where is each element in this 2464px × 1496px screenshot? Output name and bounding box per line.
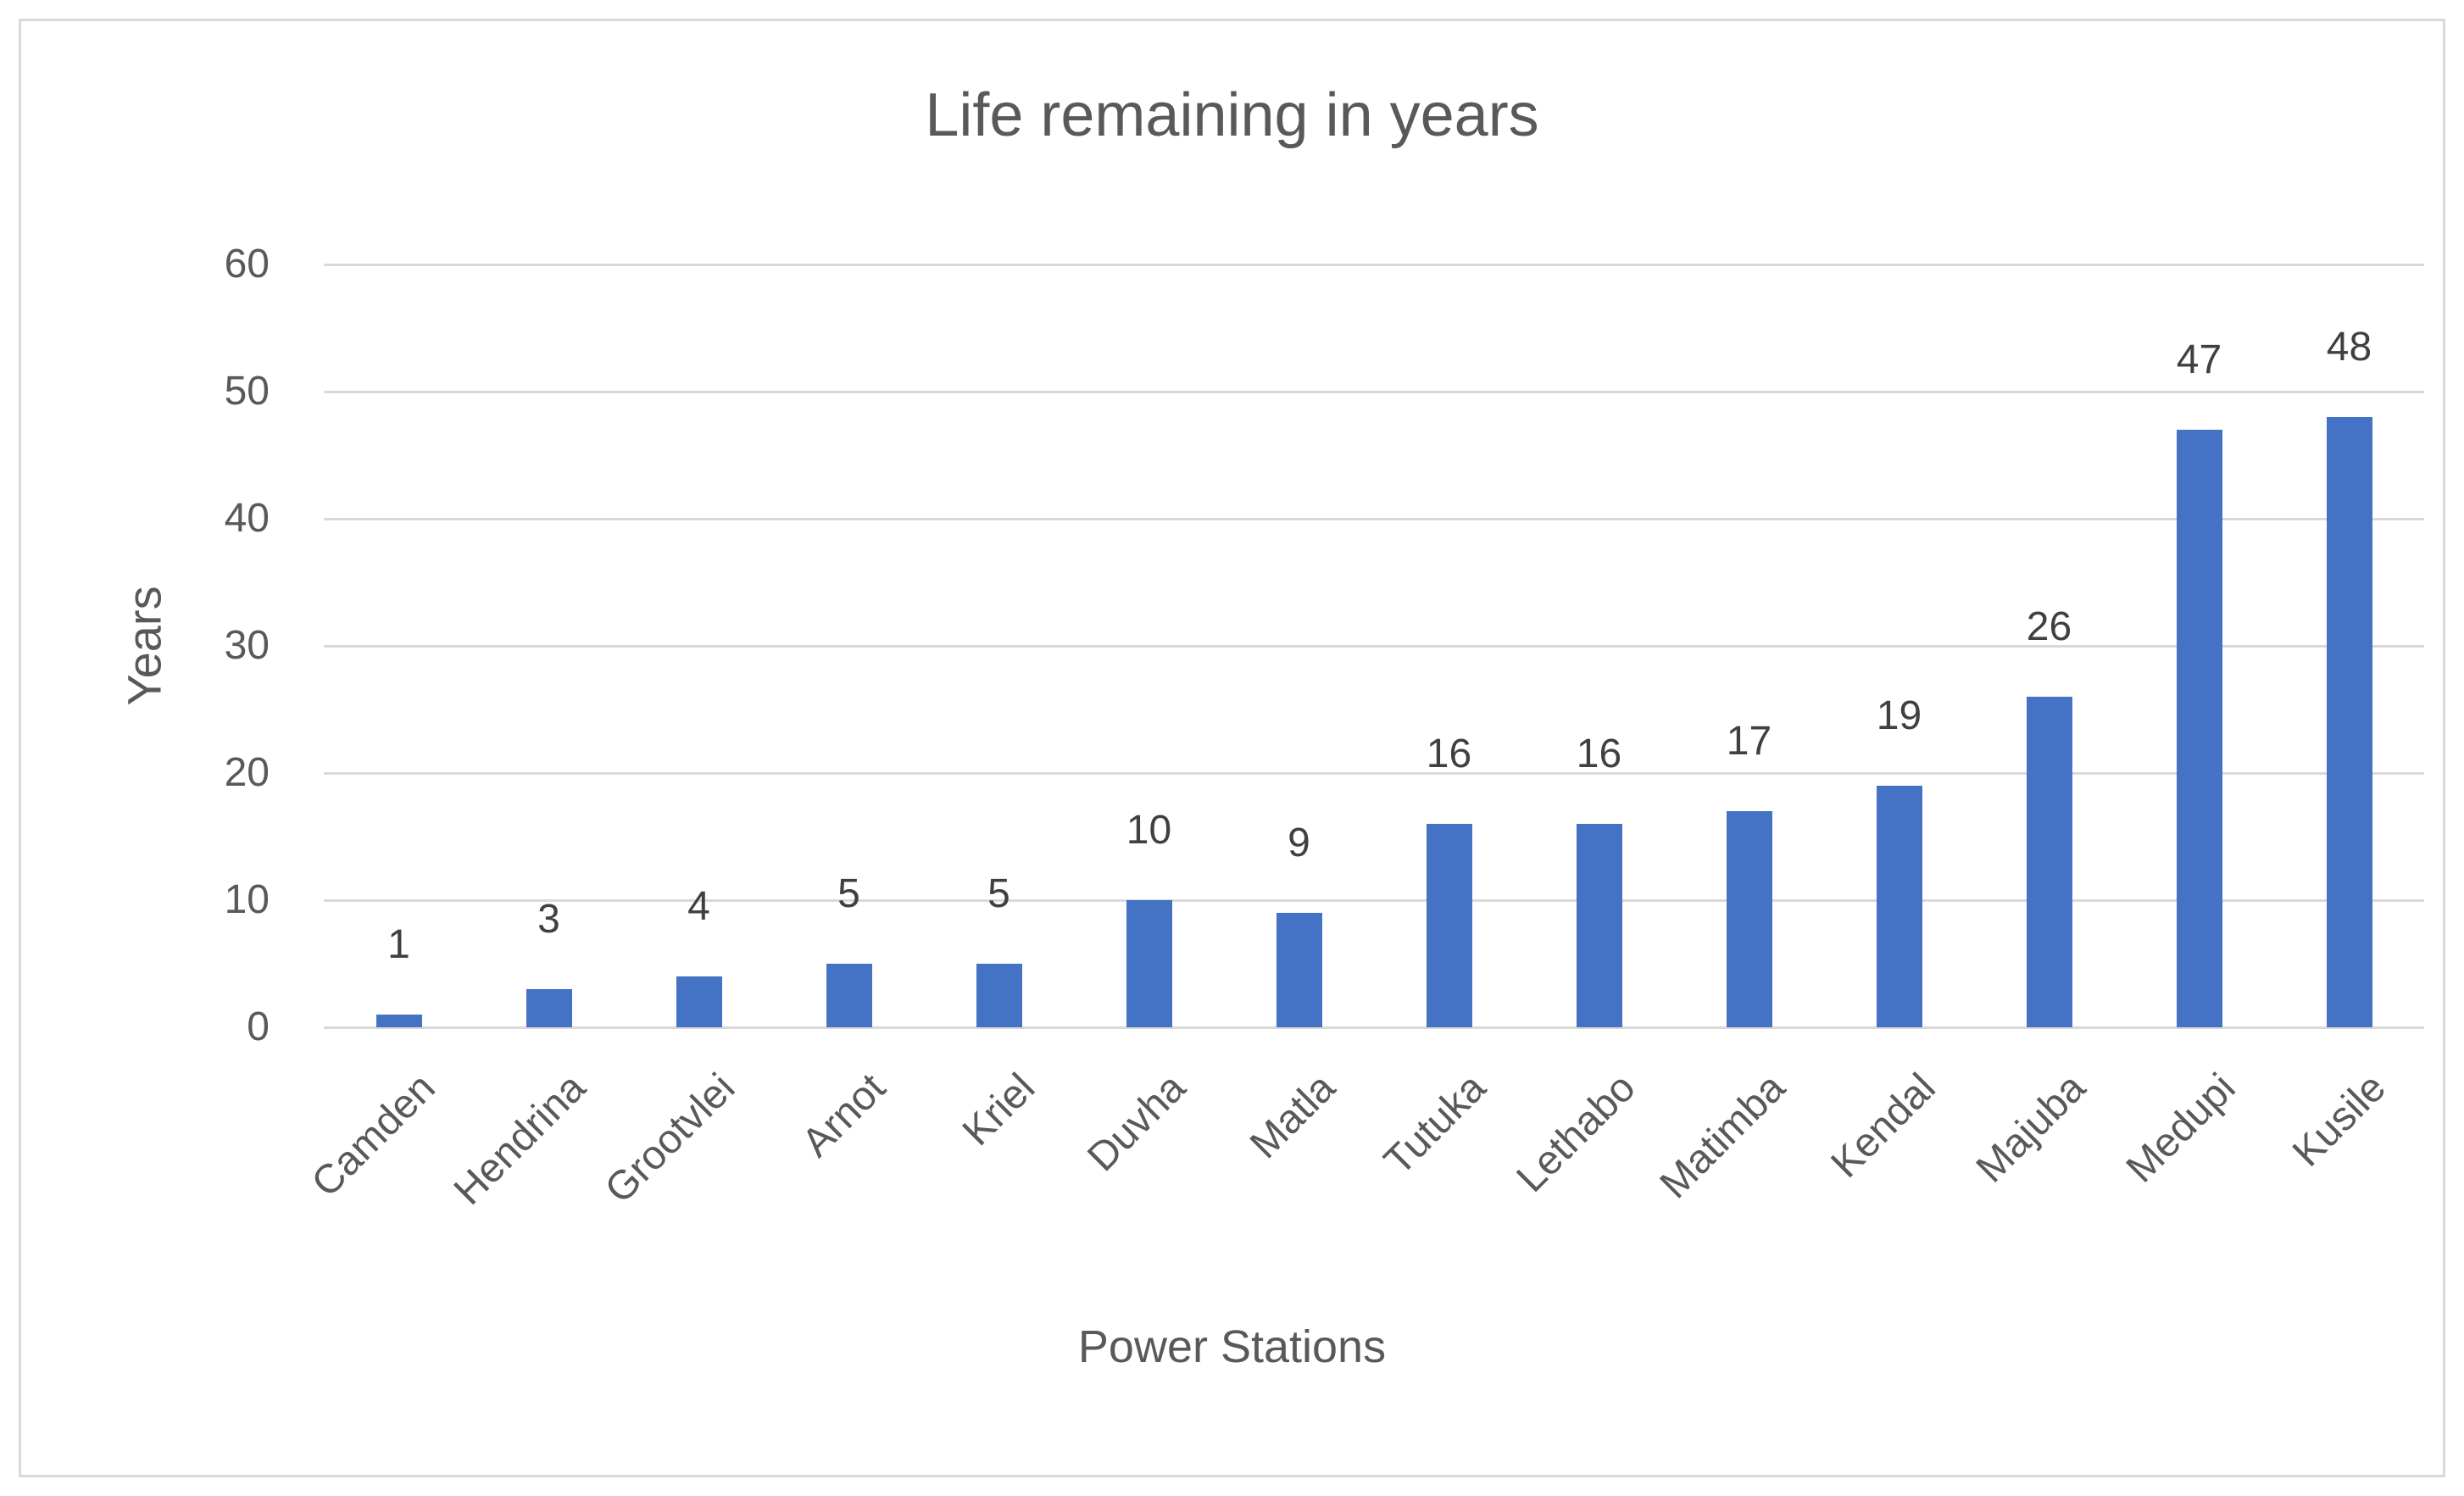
bar-matla	[1276, 913, 1322, 1027]
bar-value-label: 26	[2026, 604, 2072, 649]
y-tick-label: 0	[247, 1004, 270, 1049]
gridline	[324, 518, 2424, 520]
bar-arnot	[826, 964, 872, 1027]
gridline	[324, 391, 2424, 393]
y-tick-label: 20	[224, 750, 270, 795]
bar-value-label: 16	[1576, 731, 1622, 776]
bar-value-label: 9	[1288, 820, 1310, 865]
gridline	[324, 645, 2424, 648]
chart-border	[19, 19, 2445, 1477]
gridline	[324, 772, 2424, 775]
bar-grootvlei	[676, 976, 722, 1027]
bar-tutuka	[1426, 824, 1472, 1027]
bar-value-label: 5	[987, 871, 1010, 916]
y-tick-label: 60	[224, 242, 270, 286]
bar-value-label: 1	[387, 922, 410, 967]
bar-value-label: 48	[2326, 325, 2372, 370]
bar-value-label: 47	[2176, 337, 2222, 382]
bar-medupi	[2176, 430, 2222, 1027]
bar-camden	[375, 1015, 422, 1027]
bar-value-label: 19	[1876, 693, 1922, 738]
bar-duvha	[1126, 900, 1172, 1027]
bar-majuba	[2026, 697, 2072, 1027]
bar-value-label: 16	[1426, 731, 1472, 776]
y-tick-label: 40	[224, 496, 270, 541]
chart-title: Life remaining in years	[925, 81, 1539, 149]
bar-value-label: 3	[537, 897, 560, 942]
x-axis-title: Power Stations	[1077, 1321, 1387, 1372]
bar-value-label: 4	[687, 884, 710, 929]
bar-lethabo	[1576, 824, 1622, 1027]
gridline	[324, 1026, 2424, 1029]
y-tick-label: 10	[224, 877, 270, 922]
bar-kusile	[2326, 417, 2372, 1027]
bar-value-label: 17	[1726, 719, 1772, 764]
bar-value-label: 10	[1126, 808, 1172, 853]
y-tick-label: 30	[224, 623, 270, 668]
y-tick-label: 50	[224, 369, 270, 414]
bar-value-label: 5	[837, 871, 860, 916]
bar-matimba	[1726, 811, 1772, 1027]
bar-hendrina	[526, 989, 572, 1027]
bar-kendal	[1876, 786, 1922, 1027]
gridline	[324, 899, 2424, 902]
bar-kriel	[976, 964, 1022, 1027]
gridline	[324, 264, 2424, 266]
